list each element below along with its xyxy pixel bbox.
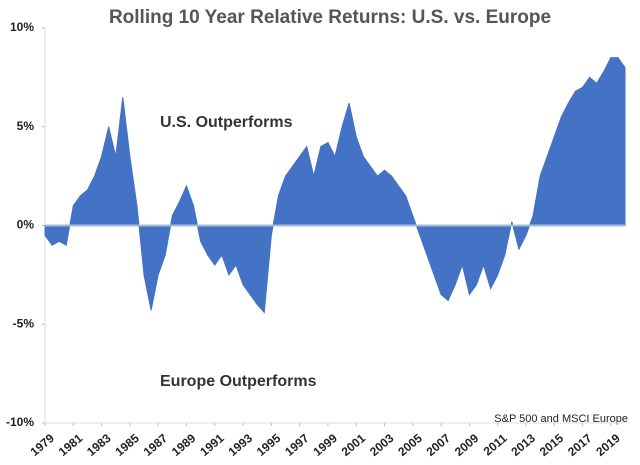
- x-tick-label: 2005: [395, 431, 425, 459]
- x-tick-label: 1983: [84, 431, 114, 459]
- chart-title: Rolling 10 Year Relative Returns: U.S. v…: [109, 7, 551, 28]
- x-tick-label: 1991: [197, 431, 227, 459]
- x-tick-label: 1989: [169, 431, 199, 459]
- x-tick-label: 1997: [282, 431, 312, 459]
- x-tick-label: 2003: [367, 431, 397, 459]
- area: [44, 57, 626, 314]
- x-tick-label: 2009: [452, 431, 482, 459]
- x-tick-label: 1999: [310, 431, 340, 459]
- y-tick-label: 10%: [10, 20, 34, 34]
- x-tick-label: 1993: [226, 431, 256, 459]
- x-tick-label: 2011: [481, 431, 510, 459]
- x-tick-label: 1985: [112, 431, 142, 459]
- x-tick-label: 2017: [565, 431, 595, 459]
- y-tick-label: 0%: [17, 218, 35, 232]
- annotation: U.S. Outperforms: [160, 114, 293, 131]
- y-tick-label: -5%: [13, 316, 35, 330]
- x-tick-label: 1995: [254, 431, 284, 459]
- x-tick-label: 2001: [339, 431, 369, 459]
- x-tick-label: 2013: [508, 431, 538, 459]
- x-tick-label: 2015: [537, 431, 567, 459]
- annotation: Europe Outperforms: [160, 373, 317, 390]
- y-tick-label: -10%: [6, 415, 34, 429]
- x-tick-label: 2019: [593, 431, 623, 459]
- x-tick-label: 1979: [28, 431, 58, 459]
- x-tick-label: 1987: [141, 431, 171, 459]
- x-tick-label: 1981: [56, 431, 86, 459]
- x-tick-label: 2007: [424, 431, 454, 459]
- source-note: S&P 500 and MSCI Europe: [494, 413, 628, 425]
- y-tick-label: 5%: [17, 119, 35, 133]
